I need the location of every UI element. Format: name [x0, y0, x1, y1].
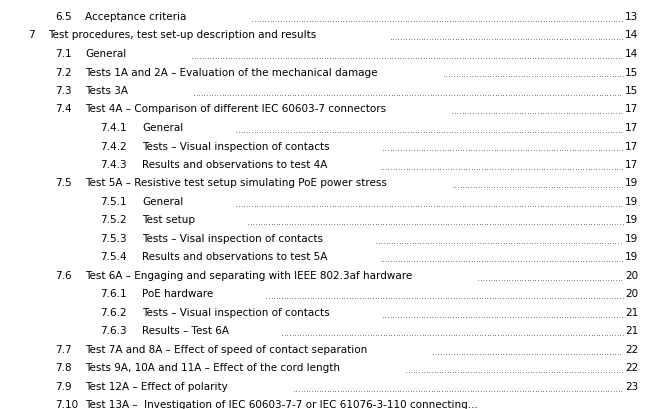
Text: Results and observations to test 5A: Results and observations to test 5A [142, 252, 327, 262]
Text: Results and observations to test 4A: Results and observations to test 4A [142, 160, 327, 170]
Text: Test procedures, test set-up description and results: Test procedures, test set-up description… [48, 30, 317, 40]
Text: 7.4.3: 7.4.3 [100, 160, 126, 170]
Text: Tests – Visal inspection of contacts: Tests – Visal inspection of contacts [142, 234, 323, 243]
Text: Test 5A – Resistive test setup simulating PoE power stress: Test 5A – Resistive test setup simulatin… [85, 178, 387, 188]
Text: 19: 19 [624, 252, 638, 262]
Text: 23: 23 [624, 381, 638, 391]
Text: 7.7: 7.7 [55, 344, 72, 354]
Text: 7: 7 [28, 30, 35, 40]
Text: 7.6.2: 7.6.2 [100, 307, 126, 317]
Text: Test 12A – Effect of polarity: Test 12A – Effect of polarity [85, 381, 227, 391]
Text: Tests 9A, 10A and 11A – Effect of the cord length: Tests 9A, 10A and 11A – Effect of the co… [85, 363, 340, 373]
Text: 7.4.1: 7.4.1 [100, 123, 126, 133]
Text: 7.5: 7.5 [55, 178, 72, 188]
Text: 14: 14 [624, 30, 638, 40]
Text: Tests 1A and 2A – Evaluation of the mechanical damage: Tests 1A and 2A – Evaluation of the mech… [85, 67, 378, 77]
Text: Test 4A – Comparison of different IEC 60603-7 connectors: Test 4A – Comparison of different IEC 60… [85, 104, 386, 114]
Text: Test 13A –  Investigation of IEC 60603-7-7 or IEC 61076-3-110 connecting...: Test 13A – Investigation of IEC 60603-7-… [85, 400, 478, 409]
Text: 22: 22 [624, 344, 638, 354]
Text: General: General [142, 196, 184, 207]
Text: 7.5.1: 7.5.1 [100, 196, 126, 207]
Text: General: General [142, 123, 184, 133]
Text: 7.1: 7.1 [55, 49, 72, 59]
Text: 19: 19 [624, 196, 638, 207]
Text: 17: 17 [624, 123, 638, 133]
Text: Tests 3A: Tests 3A [85, 86, 128, 96]
Text: 13: 13 [624, 12, 638, 22]
Text: Results – Test 6A: Results – Test 6A [142, 326, 229, 336]
Text: 17: 17 [624, 160, 638, 170]
Text: 17: 17 [624, 104, 638, 114]
Text: 7.5.2: 7.5.2 [100, 215, 126, 225]
Text: 7.10: 7.10 [55, 400, 78, 409]
Text: 7.6.3: 7.6.3 [100, 326, 126, 336]
Text: 7.3: 7.3 [55, 86, 72, 96]
Text: 20: 20 [625, 270, 638, 280]
Text: 19: 19 [624, 234, 638, 243]
Text: 19: 19 [624, 178, 638, 188]
Text: 7.5.3: 7.5.3 [100, 234, 126, 243]
Text: Test 6A – Engaging and separating with IEEE 802.3af hardware: Test 6A – Engaging and separating with I… [85, 270, 412, 280]
Text: 15: 15 [624, 86, 638, 96]
Text: 22: 22 [624, 363, 638, 373]
Text: 21: 21 [624, 326, 638, 336]
Text: PoE hardware: PoE hardware [142, 289, 213, 299]
Text: 7.6: 7.6 [55, 270, 72, 280]
Text: Tests – Visual inspection of contacts: Tests – Visual inspection of contacts [142, 141, 330, 151]
Text: 14: 14 [624, 49, 638, 59]
Text: 15: 15 [624, 67, 638, 77]
Text: Acceptance criteria: Acceptance criteria [85, 12, 186, 22]
Text: 7.9: 7.9 [55, 381, 72, 391]
Text: Test setup: Test setup [142, 215, 195, 225]
Text: 7.5.4: 7.5.4 [100, 252, 126, 262]
Text: 20: 20 [625, 289, 638, 299]
Text: 6.5: 6.5 [55, 12, 72, 22]
Text: Test 7A and 8A – Effect of speed of contact separation: Test 7A and 8A – Effect of speed of cont… [85, 344, 367, 354]
Text: 17: 17 [624, 141, 638, 151]
Text: General: General [85, 49, 126, 59]
Text: 7.8: 7.8 [55, 363, 72, 373]
Text: 19: 19 [624, 215, 638, 225]
Text: 7.6.1: 7.6.1 [100, 289, 126, 299]
Text: Tests – Visual inspection of contacts: Tests – Visual inspection of contacts [142, 307, 330, 317]
Text: 21: 21 [624, 307, 638, 317]
Text: 7.4.2: 7.4.2 [100, 141, 126, 151]
Text: 7.4: 7.4 [55, 104, 72, 114]
Text: 7.2: 7.2 [55, 67, 72, 77]
